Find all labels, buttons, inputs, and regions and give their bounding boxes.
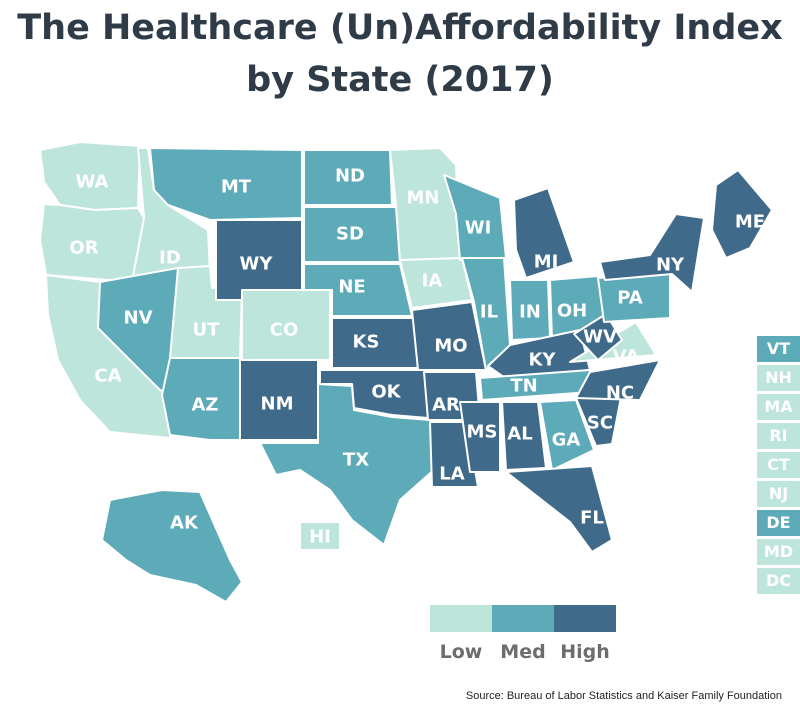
small-state-ct: CT xyxy=(757,452,800,478)
state-label-ca: CA xyxy=(94,366,121,387)
state-hi xyxy=(299,521,341,551)
state-al xyxy=(501,401,547,471)
state-ny xyxy=(599,213,705,293)
state-label-nc: NC xyxy=(606,383,634,404)
legend-label-med: Med xyxy=(500,641,546,663)
state-co xyxy=(241,289,331,361)
small-state-de: DE xyxy=(757,510,800,536)
small-state-dc: DC xyxy=(757,568,800,594)
state-label-mo: MO xyxy=(434,336,467,357)
state-label-nv: NV xyxy=(124,308,153,329)
small-state-nh: NH xyxy=(757,365,800,391)
state-label-co: CO xyxy=(270,320,299,341)
state-fl xyxy=(505,465,613,553)
state-mt xyxy=(149,147,303,221)
state-label-fl: FL xyxy=(580,508,604,529)
state-label-al: AL xyxy=(507,424,532,445)
state-ms xyxy=(459,401,501,473)
state-label-nm: NM xyxy=(261,394,294,415)
legend-label-high: High xyxy=(560,641,610,663)
state-label-wv: WV xyxy=(583,327,617,348)
state-label-sc: SC xyxy=(587,413,613,434)
legend-label-low: Low xyxy=(439,641,483,663)
state-me xyxy=(711,169,773,259)
state-label-la: LA xyxy=(439,464,464,485)
state-wv xyxy=(573,313,623,361)
state-label-tx: TX xyxy=(343,450,369,471)
state-label-il: IL xyxy=(480,302,498,323)
state-label-tn: TN xyxy=(510,376,537,397)
state-label-mn: MN xyxy=(407,188,440,209)
state-nc xyxy=(575,359,661,401)
state-label-nd: ND xyxy=(335,166,365,187)
state-label-or: OR xyxy=(69,238,98,259)
state-label-oh: OH xyxy=(557,301,587,322)
state-shapes xyxy=(39,141,773,603)
state-label-wa: WA xyxy=(76,172,109,193)
state-labels: WA OR CA ID NV UT AZ MT WY CO NM ND SD NE KS OK TX MN IA MO… xyxy=(69,166,765,548)
small-state-nj: NJ xyxy=(757,481,800,507)
state-az xyxy=(161,357,241,441)
state-label-ky: KY xyxy=(529,350,557,371)
state-label-ok: OK xyxy=(371,382,401,403)
state-label-ut: UT xyxy=(193,320,221,341)
map-title: The Healthcare (Un)Affordability Index b… xyxy=(0,2,800,106)
state-label-ne: NE xyxy=(338,277,365,298)
state-label-id: ID xyxy=(159,248,181,269)
state-label-ks: KS xyxy=(353,332,380,353)
state-label-mi: MI xyxy=(534,252,559,273)
state-label-ia: IA xyxy=(422,271,443,292)
state-label-az: AZ xyxy=(192,395,219,416)
state-ga xyxy=(539,399,595,471)
state-label-ak: AK xyxy=(170,513,199,534)
small-state-vt: VT xyxy=(757,336,800,362)
state-label-wi: WI xyxy=(465,218,492,239)
state-label-ms: MS xyxy=(467,422,498,443)
state-nd xyxy=(303,149,393,206)
state-label-me: ME xyxy=(735,212,765,233)
small-state-ri: RI xyxy=(757,423,800,449)
state-label-hi: HI xyxy=(309,527,331,548)
state-label-ar: AR xyxy=(432,395,460,416)
state-label-pa: PA xyxy=(617,288,643,309)
state-label-va: VA xyxy=(613,347,640,368)
small-states-list: VT NH MA RI CT NJ DE MD DC xyxy=(757,336,800,597)
source-note: Source: Bureau of Labor Statistics and K… xyxy=(465,690,782,702)
state-label-ga: GA xyxy=(552,430,581,451)
small-state-ma: MA xyxy=(757,394,800,420)
state-label-in: IN xyxy=(519,302,541,323)
state-label-mt: MT xyxy=(221,177,252,198)
title-line-1: The Healthcare (Un)Affordability Index xyxy=(17,8,783,48)
state-ak xyxy=(101,489,243,603)
title-line-2: by State (2017) xyxy=(246,60,554,100)
small-state-md: MD xyxy=(757,539,800,565)
state-mi xyxy=(513,187,575,279)
state-label-sd: SD xyxy=(336,224,364,245)
state-label-ny: NY xyxy=(656,255,685,276)
state-ia xyxy=(399,257,473,309)
state-label-wy: WY xyxy=(240,254,274,275)
legend-swatch-low xyxy=(430,605,492,632)
legend-swatch-med xyxy=(492,605,554,632)
legend-swatch-high xyxy=(554,605,616,632)
